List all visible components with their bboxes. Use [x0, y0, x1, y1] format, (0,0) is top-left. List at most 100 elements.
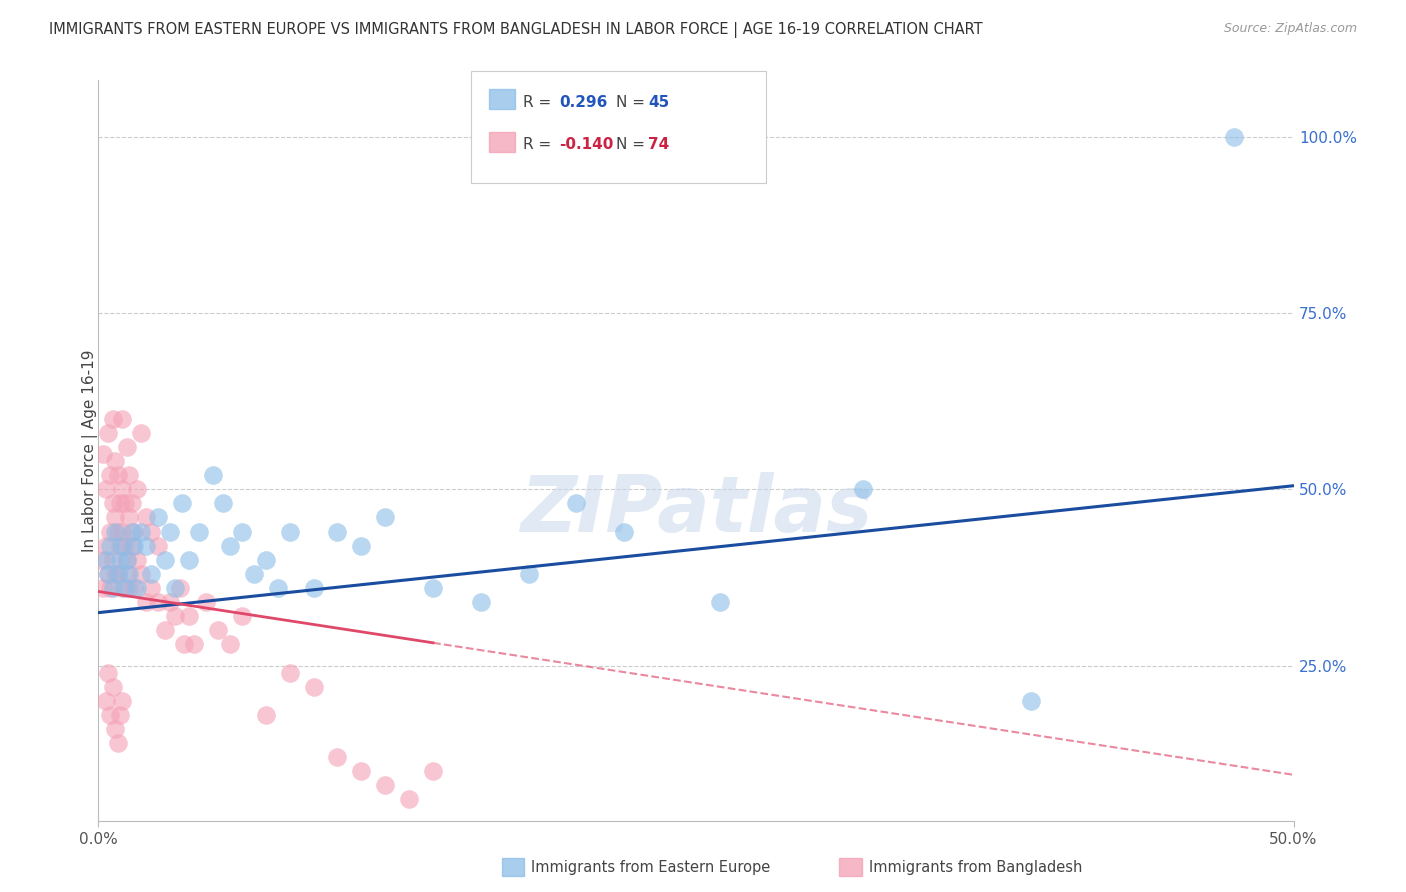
Point — [94, 482, 117, 496]
Point — [98, 468, 122, 483]
Point — [125, 581, 148, 595]
Point — [101, 411, 124, 425]
Point — [91, 447, 114, 461]
Point — [115, 440, 138, 454]
Point — [107, 736, 129, 750]
Point — [111, 694, 134, 708]
Point — [97, 425, 120, 440]
Text: R =: R = — [523, 137, 557, 153]
Point — [139, 566, 162, 581]
Text: 74: 74 — [648, 137, 669, 153]
Point — [1223, 129, 1246, 144]
Point — [114, 539, 136, 553]
Point — [709, 595, 731, 609]
Point — [155, 624, 177, 638]
Point — [422, 581, 444, 595]
Point — [104, 566, 127, 581]
Point — [118, 566, 141, 581]
Text: Immigrants from Eastern Europe: Immigrants from Eastern Europe — [531, 860, 770, 874]
Point — [135, 510, 157, 524]
Point — [115, 553, 138, 567]
Point — [131, 425, 153, 440]
Point — [107, 566, 129, 581]
Point — [107, 524, 129, 539]
Point — [470, 595, 492, 609]
Point — [1019, 694, 1042, 708]
Point — [111, 524, 134, 539]
Point — [97, 665, 120, 680]
Point — [219, 637, 242, 651]
Point — [94, 539, 117, 553]
Text: N =: N = — [616, 95, 650, 110]
Point — [91, 581, 114, 595]
Text: IMMIGRANTS FROM EASTERN EUROPE VS IMMIGRANTS FROM BANGLADESH IN LABOR FORCE | AG: IMMIGRANTS FROM EASTERN EUROPE VS IMMIGR… — [49, 22, 983, 38]
Point — [131, 566, 153, 581]
Point — [302, 680, 325, 694]
Point — [243, 566, 266, 581]
Point — [98, 581, 122, 595]
Point — [231, 609, 253, 624]
Point — [114, 581, 136, 595]
Point — [121, 496, 143, 510]
Point — [254, 707, 277, 722]
Point — [159, 595, 181, 609]
Point — [179, 609, 201, 624]
Point — [326, 750, 349, 764]
Point — [111, 482, 134, 496]
Point — [350, 764, 373, 779]
Point — [124, 539, 146, 553]
Point — [163, 581, 186, 595]
Point — [97, 566, 120, 581]
Point — [115, 553, 138, 567]
Text: N =: N = — [616, 137, 650, 153]
Point — [90, 553, 112, 567]
Text: -0.140: -0.140 — [560, 137, 614, 153]
Point — [118, 468, 141, 483]
Point — [267, 581, 290, 595]
Point — [302, 581, 325, 595]
Point — [139, 581, 162, 595]
Point — [422, 764, 444, 779]
Text: Immigrants from Bangladesh: Immigrants from Bangladesh — [869, 860, 1083, 874]
Point — [207, 624, 229, 638]
Point — [231, 524, 253, 539]
Point — [111, 411, 134, 425]
Point — [104, 524, 127, 539]
Text: 0.296: 0.296 — [560, 95, 607, 110]
Point — [148, 539, 170, 553]
Point — [104, 722, 127, 736]
Point — [98, 707, 122, 722]
Y-axis label: In Labor Force | Age 16-19: In Labor Force | Age 16-19 — [82, 349, 98, 552]
Point — [159, 524, 181, 539]
Point — [350, 539, 373, 553]
Text: ZIPatlas: ZIPatlas — [520, 472, 872, 548]
Point — [108, 553, 131, 567]
Point — [254, 553, 277, 567]
Point — [374, 510, 396, 524]
Point — [125, 553, 148, 567]
Point — [97, 566, 120, 581]
Point — [135, 539, 157, 553]
Point — [219, 539, 242, 553]
Point — [278, 665, 301, 680]
Point — [398, 792, 420, 806]
Point — [517, 566, 540, 581]
Point — [121, 524, 143, 539]
Point — [121, 539, 143, 553]
Point — [179, 553, 201, 567]
Point — [124, 524, 146, 539]
Point — [94, 694, 117, 708]
Point — [139, 524, 162, 539]
Point — [202, 468, 225, 483]
Point — [114, 496, 136, 510]
Point — [326, 524, 349, 539]
Point — [187, 524, 209, 539]
Point — [148, 595, 170, 609]
Point — [108, 496, 131, 510]
Point — [101, 680, 124, 694]
Point — [108, 707, 131, 722]
Text: Source: ZipAtlas.com: Source: ZipAtlas.com — [1223, 22, 1357, 36]
Point — [565, 496, 588, 510]
Text: R =: R = — [523, 95, 557, 110]
Point — [111, 539, 134, 553]
